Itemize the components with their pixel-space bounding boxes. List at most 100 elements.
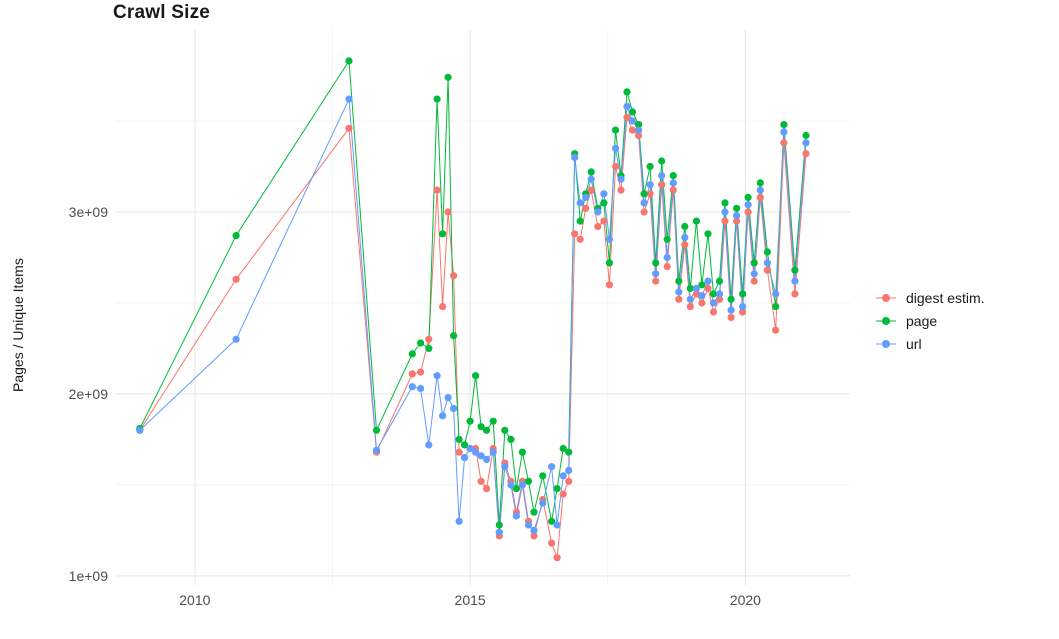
data-point-page — [466, 417, 474, 425]
data-point-page — [640, 190, 648, 198]
data-point-digest-estim- — [425, 335, 433, 343]
data-point-page — [600, 199, 608, 207]
data-point-page — [455, 435, 463, 443]
data-point-page — [483, 426, 491, 434]
data-point-digest-estim- — [772, 326, 780, 334]
legend-item-page: page — [874, 309, 985, 332]
data-point-url — [744, 201, 752, 209]
y-tick-label: 3e+09 — [68, 203, 108, 220]
legend-key-icon — [876, 316, 896, 325]
data-point-page — [733, 204, 741, 212]
data-point-url — [763, 259, 772, 267]
data-point-url — [727, 306, 735, 314]
data-point-url — [715, 290, 724, 298]
data-point-digest-estim- — [548, 539, 556, 547]
data-point-url — [539, 499, 547, 507]
data-point-url — [530, 526, 538, 534]
data-point-page — [444, 73, 452, 81]
data-point-digest-estim- — [483, 485, 491, 493]
data-point-page — [417, 339, 425, 347]
data-point-page — [433, 95, 441, 103]
data-point-url — [623, 102, 631, 110]
data-point-url — [433, 372, 441, 380]
data-point-url — [571, 153, 579, 161]
data-point-digest-estim- — [611, 162, 620, 171]
data-point-url — [750, 270, 758, 278]
data-point-digest-estim- — [686, 303, 694, 311]
data-point-url — [628, 117, 637, 125]
data-point-url — [455, 517, 463, 525]
legend: digest estim. page url — [874, 286, 985, 355]
data-point-page — [232, 232, 240, 240]
data-point-page — [539, 472, 547, 480]
series-line-url — [139, 97, 807, 533]
data-point-page — [669, 172, 677, 180]
data-point-url — [635, 126, 643, 134]
data-point-digest-estim- — [582, 204, 590, 212]
data-point-page — [763, 248, 772, 256]
data-point-page — [512, 485, 520, 493]
data-point-url — [439, 412, 447, 420]
data-point-digest-estim- — [433, 186, 441, 194]
data-point-url — [739, 303, 747, 311]
data-point-digest-estim- — [232, 275, 240, 283]
data-point-url — [594, 208, 602, 216]
data-point-page — [345, 57, 353, 65]
data-point-url — [802, 139, 810, 147]
data-point-page — [472, 372, 480, 380]
data-point-page — [802, 131, 810, 140]
data-point-digest-estim- — [576, 235, 584, 243]
data-point-page — [646, 162, 654, 171]
data-point-url — [652, 270, 660, 278]
data-point-url — [489, 448, 497, 456]
data-point-digest-estim- — [652, 277, 660, 285]
data-point-digest-estim- — [600, 217, 608, 225]
data-point-url — [512, 512, 520, 520]
data-point-url — [425, 441, 433, 449]
data-point-url — [692, 284, 701, 292]
data-point-page — [553, 485, 561, 493]
data-point-page — [721, 199, 729, 207]
data-point-page — [524, 477, 533, 485]
data-point-url — [721, 208, 729, 216]
data-point-digest-estim- — [715, 295, 724, 303]
data-point-digest-estim- — [681, 241, 689, 249]
data-point-url — [756, 186, 764, 194]
data-point-url — [780, 128, 788, 136]
data-point-url — [548, 463, 556, 471]
data-point-digest-estim- — [721, 217, 729, 225]
data-point-url — [772, 290, 780, 298]
data-point-url — [477, 452, 485, 460]
data-point-url — [600, 190, 608, 198]
data-point-url — [587, 175, 595, 183]
data-point-url — [408, 383, 416, 391]
data-point-page — [715, 277, 724, 285]
data-point-digest-estim- — [439, 303, 447, 311]
data-point-page — [686, 284, 694, 292]
data-point-page — [587, 168, 595, 176]
data-point-digest-estim- — [756, 193, 764, 201]
chart-title: Crawl Size — [113, 2, 211, 23]
data-point-digest-estim- — [455, 448, 463, 456]
data-point-url — [495, 528, 503, 536]
data-point-url — [507, 481, 515, 489]
data-point-digest-estim- — [408, 370, 416, 378]
data-point-digest-estim- — [646, 190, 654, 198]
data-point-url — [675, 288, 683, 296]
data-point-digest-estim- — [663, 263, 671, 271]
data-point-url — [704, 277, 712, 285]
data-point-url — [681, 233, 689, 241]
legend-key-icon — [876, 339, 896, 348]
data-point-page — [623, 88, 631, 96]
data-point-url — [524, 521, 533, 529]
data-point-url — [136, 426, 144, 434]
data-point-url — [605, 235, 613, 243]
data-point-page — [576, 217, 584, 225]
data-point-url — [345, 95, 353, 103]
data-point-url — [582, 193, 590, 201]
data-point-page — [709, 290, 718, 298]
data-point-page — [461, 441, 469, 449]
data-point-digest-estim- — [450, 272, 458, 280]
data-point-url — [640, 199, 648, 207]
